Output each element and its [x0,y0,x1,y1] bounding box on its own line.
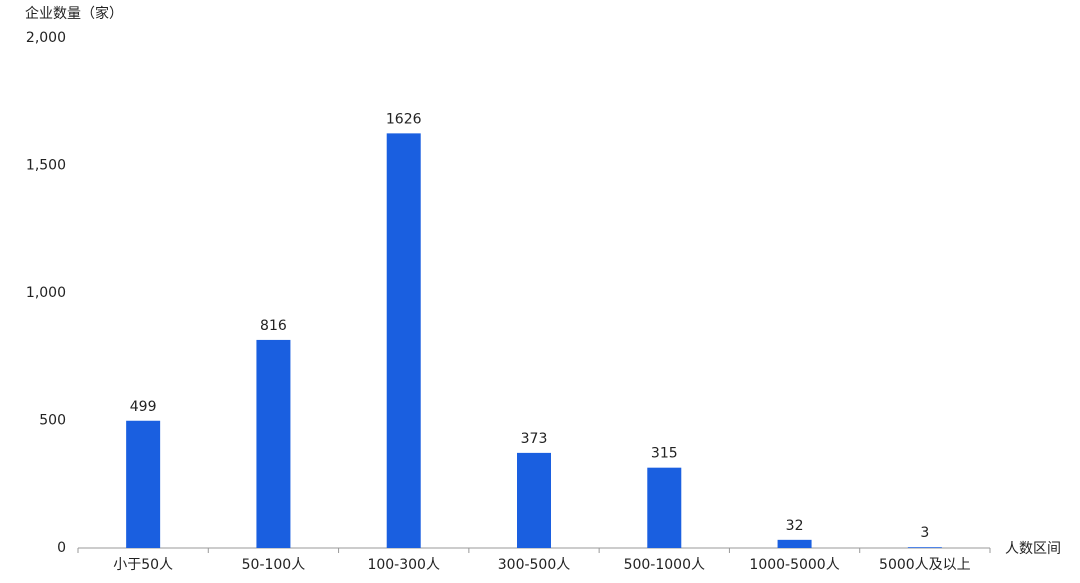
y-tick-label: 500 [39,413,66,429]
bar [126,420,161,548]
bar [777,539,812,548]
x-tick-label: 5000人及以上 [879,557,971,573]
value-label: 32 [786,518,804,534]
x-tick-label: 300-500人 [498,557,571,573]
x-tick-label: 1000-5000人 [749,557,839,573]
bar [907,547,942,548]
value-label: 816 [260,318,287,334]
value-label: 3 [920,525,929,541]
y-tick-label: 2,000 [26,30,66,46]
y-axis-label: 企业数量（家） [25,5,123,22]
bar [256,339,291,548]
y-tick-label: 1,000 [26,285,66,301]
x-tick-label: 500-1000人 [624,557,705,573]
x-tick-label: 50-100人 [242,557,306,573]
x-tick-label: 100-300人 [367,557,440,573]
x-axis-label: 人数区间 [1005,541,1061,557]
value-label: 315 [651,446,678,462]
bar [386,133,421,548]
y-tick-label: 1,500 [26,158,66,174]
value-label: 1626 [386,111,422,127]
value-label: 373 [521,431,548,447]
y-tick-label: 0 [57,540,66,556]
bar [647,467,682,548]
x-tick-label: 小于50人 [113,557,173,573]
value-label: 499 [130,399,157,415]
bar [517,452,551,548]
